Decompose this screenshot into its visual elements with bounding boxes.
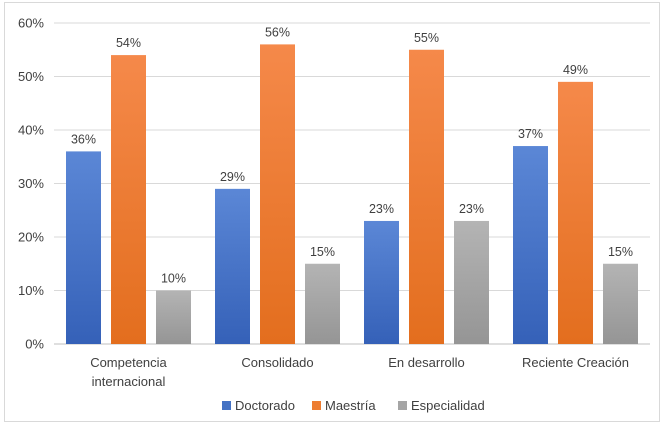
bar-doctorado — [513, 146, 548, 344]
bar-maestría — [409, 49, 444, 344]
category-label: En desarrollo — [388, 355, 465, 370]
bar-maestría — [111, 55, 146, 344]
y-tick-label: 20% — [18, 230, 44, 245]
bar-doctorado — [364, 220, 399, 344]
data-label: 29% — [220, 170, 245, 184]
legend-label: Maestría — [325, 398, 376, 413]
legend-swatch-especialidad — [398, 401, 407, 410]
bar-maestría — [260, 44, 295, 345]
gridlines — [54, 22, 650, 345]
legend-swatch-doctorado — [222, 401, 231, 410]
category-label: internacional — [92, 374, 166, 389]
y-tick-label: 0% — [25, 337, 44, 352]
x-axis: Competencia internacional Consolidado En de… — [90, 355, 629, 389]
legend-swatch-maestría — [312, 401, 321, 410]
bar-maestría — [558, 81, 593, 344]
bar-especialidad — [454, 220, 489, 344]
data-label: 15% — [310, 245, 335, 259]
data-label: 49% — [563, 63, 588, 77]
legend-label: Especialidad — [411, 398, 485, 413]
bar-especialidad — [305, 263, 340, 344]
bar-especialidad — [156, 290, 191, 344]
data-label: 37% — [518, 127, 543, 141]
y-axis: 0% 10% 20% 30% 40% 50% 60% — [18, 16, 44, 352]
bar-doctorado — [66, 151, 101, 344]
data-label: 23% — [459, 202, 484, 216]
data-label: 55% — [414, 31, 439, 45]
bar-doctorado — [215, 188, 250, 344]
data-label: 23% — [369, 202, 394, 216]
y-tick-label: 60% — [18, 16, 44, 31]
y-tick-label: 50% — [18, 69, 44, 84]
category-label: Reciente Creación — [522, 355, 629, 370]
category-label: Competencia — [90, 355, 167, 370]
data-labels: 36% 29% 23% 37% 54% 56% 55% 49% 10% 15% 23% 15% — [71, 25, 633, 285]
y-tick-label: 30% — [18, 176, 44, 191]
category-label: Consolidado — [241, 355, 313, 370]
y-tick-label: 10% — [18, 283, 44, 298]
data-label: 36% — [71, 132, 96, 146]
bars — [66, 44, 638, 345]
data-label: 10% — [161, 272, 186, 286]
legend: Doctorado Maestría Especialidad — [222, 398, 485, 413]
bar-especialidad — [603, 263, 638, 344]
legend-label: Doctorado — [235, 398, 295, 413]
data-label: 56% — [265, 25, 290, 39]
y-tick-label: 40% — [18, 123, 44, 138]
data-label: 15% — [608, 245, 633, 259]
data-label: 54% — [116, 36, 141, 50]
